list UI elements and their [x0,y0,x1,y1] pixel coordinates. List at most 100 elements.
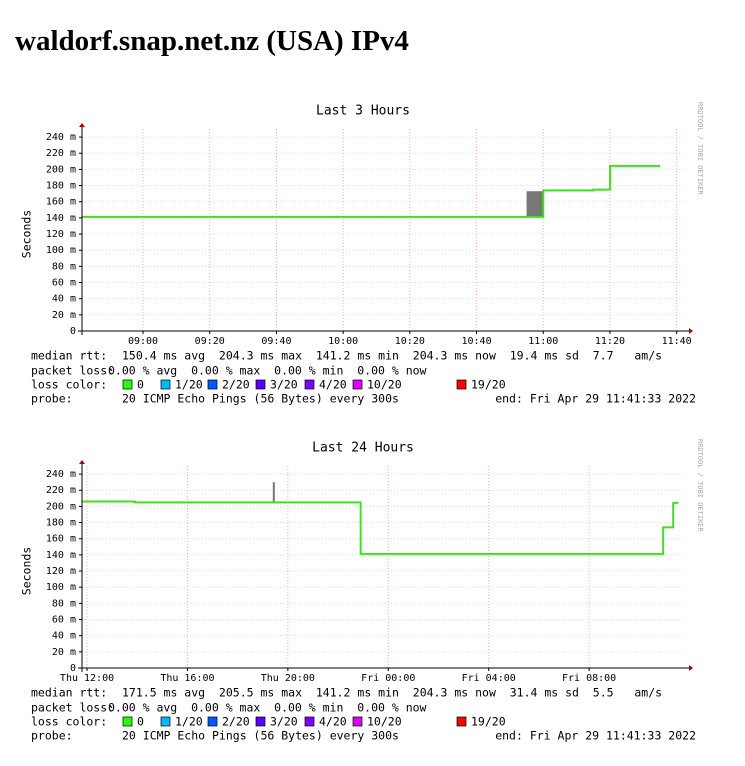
loss-swatch [207,379,218,390]
loss-swatch [456,716,467,727]
loss-swatch [122,716,133,727]
loss-label: 3/20 [270,378,298,392]
y-tick-label: 160 m [46,534,76,545]
y-axis-label: Seconds [20,547,34,595]
x-tick-label: 10:20 [395,336,425,347]
x-tick-label: Thu 16:00 [160,673,214,684]
y-tick-label: 0 [70,663,76,674]
stat-text: 0.00 % avg 0.00 % max 0.00 % min 0.00 % … [108,701,427,715]
probe-end: end: Fri Apr 29 11:41:33 2022 [495,729,696,743]
y-tick-label: 220 m [46,485,76,496]
chart-title: Last 3 Hours [316,104,410,119]
loss-swatch [207,716,218,727]
loss-label: 4/20 [319,715,347,729]
x-tick-label: 11:20 [595,336,625,347]
stat-label: median rtt: [31,349,107,363]
y-tick-label: 240 m [46,469,76,480]
y-tick-label: 60 m [52,278,76,289]
probe-label: probe: [31,729,73,743]
x-tick-label: 10:00 [328,336,358,347]
smoke [272,482,275,503]
median-line [82,500,679,555]
stat-text: 0.00 % avg 0.00 % max 0.00 % min 0.00 % … [108,364,427,378]
x-tick-label: Thu 12:00 [60,673,114,684]
stat-text: 171.5 ms avg 205.5 ms max 141.2 ms min 2… [122,686,662,700]
probe-label: probe: [31,392,73,406]
x-tick-label: Fri 00:00 [361,673,415,684]
loss-label: 0 [137,378,144,392]
loss-label: 1/20 [175,715,203,729]
stat-text: 150.4 ms avg 204.3 ms max 141.2 ms min 2… [122,349,662,363]
y-tick-label: 0 [70,326,76,337]
x-tick-label: 09:00 [128,336,158,347]
x-arrow [689,328,693,334]
loss-label: 3/20 [270,715,298,729]
stat-label: packet loss: [31,701,114,715]
y-tick-label: 120 m [46,566,76,577]
y-tick-label: 80 m [52,598,76,609]
x-arrow [689,665,693,671]
loss-label: 1/20 [175,378,203,392]
loss-swatch [160,379,171,390]
page-title: waldorf.snap.net.nz (USA) IPv4 [15,25,409,57]
y-tick-label: 180 m [46,518,76,529]
y-tick-label: 240 m [46,132,76,143]
y-axis-label: Seconds [20,210,34,258]
loss-color-label: loss color: [31,715,107,729]
y-tick-label: 100 m [46,245,76,256]
loss-swatch [122,379,133,390]
loss-label: 2/20 [222,715,250,729]
y-arrow [79,460,85,464]
x-tick-label: 11:40 [662,336,692,347]
watermark: RRDTOOL / TOBI OETIKER [696,439,704,533]
chart-title: Last 24 Hours [312,441,414,456]
probe-text: 20 ICMP Echo Pings (56 Bytes) every 300s [122,729,399,743]
loss-label: 10/20 [367,715,402,729]
loss-swatch [255,379,266,390]
y-tick-label: 60 m [52,615,76,626]
y-arrow [79,123,85,127]
loss-label: 0 [137,715,144,729]
loss-label: 19/20 [471,378,506,392]
median-line [82,164,660,218]
loss-swatch [304,716,315,727]
y-tick-label: 200 m [46,501,76,512]
x-tick-label: 10:40 [461,336,491,347]
loss-label: 2/20 [222,378,250,392]
y-tick-label: 100 m [46,582,76,593]
y-tick-label: 180 m [46,181,76,192]
loss-swatch [304,379,315,390]
loss-swatch [255,716,266,727]
loss-swatch [456,379,467,390]
loss-color-label: loss color: [31,378,107,392]
y-tick-label: 80 m [52,261,76,272]
y-tick-label: 140 m [46,550,76,561]
probe-text: 20 ICMP Echo Pings (56 Bytes) every 300s [122,392,399,406]
x-tick-label: Fri 08:00 [562,673,616,684]
stat-label: packet loss: [31,364,114,378]
y-tick-label: 40 m [52,294,76,305]
loss-swatch [352,379,363,390]
probe-end: end: Fri Apr 29 11:41:33 2022 [495,392,696,406]
x-tick-label: 09:40 [261,336,291,347]
y-tick-label: 140 m [46,213,76,224]
y-tick-label: 220 m [46,148,76,159]
stat-label: median rtt: [31,686,107,700]
y-tick-label: 20 m [52,647,76,658]
y-tick-label: 40 m [52,631,76,642]
watermark: RRDTOOL / TOBI OETIKER [696,102,704,196]
y-tick-label: 160 m [46,197,76,208]
x-tick-label: 09:20 [195,336,225,347]
y-tick-label: 200 m [46,164,76,175]
loss-swatch [160,716,171,727]
x-tick-label: Thu 20:00 [261,673,315,684]
smoke [526,191,544,217]
y-tick-label: 20 m [52,310,76,321]
loss-label: 19/20 [471,715,506,729]
x-tick-label: Fri 04:00 [462,673,516,684]
y-tick-label: 120 m [46,229,76,240]
loss-label: 4/20 [319,378,347,392]
x-tick-label: 11:00 [528,336,558,347]
loss-swatch [352,716,363,727]
